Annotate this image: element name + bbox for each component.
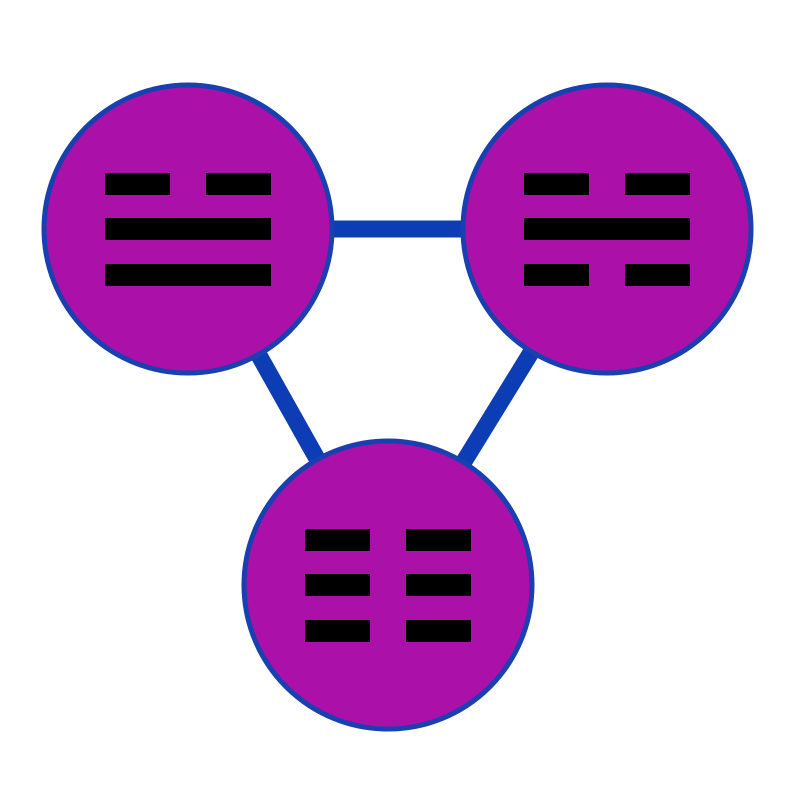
trigram-node-top-right <box>460 82 754 376</box>
broken-line-right <box>406 574 471 596</box>
broken-line-left <box>305 574 370 596</box>
broken-line-right <box>625 173 690 195</box>
broken-line-right <box>406 529 471 551</box>
broken-line-left <box>305 529 370 551</box>
broken-line-left <box>305 620 370 642</box>
solid-line <box>105 264 271 286</box>
broken-line-left <box>524 173 589 195</box>
trigram-node-bottom <box>241 438 535 732</box>
solid-line <box>105 218 271 240</box>
broken-line-right <box>206 173 271 195</box>
broken-line-left <box>105 173 170 195</box>
broken-line-right <box>625 264 690 286</box>
nodes <box>41 82 754 732</box>
node-circle <box>241 438 535 732</box>
solid-line <box>524 218 690 240</box>
trigram-node-top-left <box>41 82 335 376</box>
broken-line-right <box>406 620 471 642</box>
broken-line-left <box>524 264 589 286</box>
